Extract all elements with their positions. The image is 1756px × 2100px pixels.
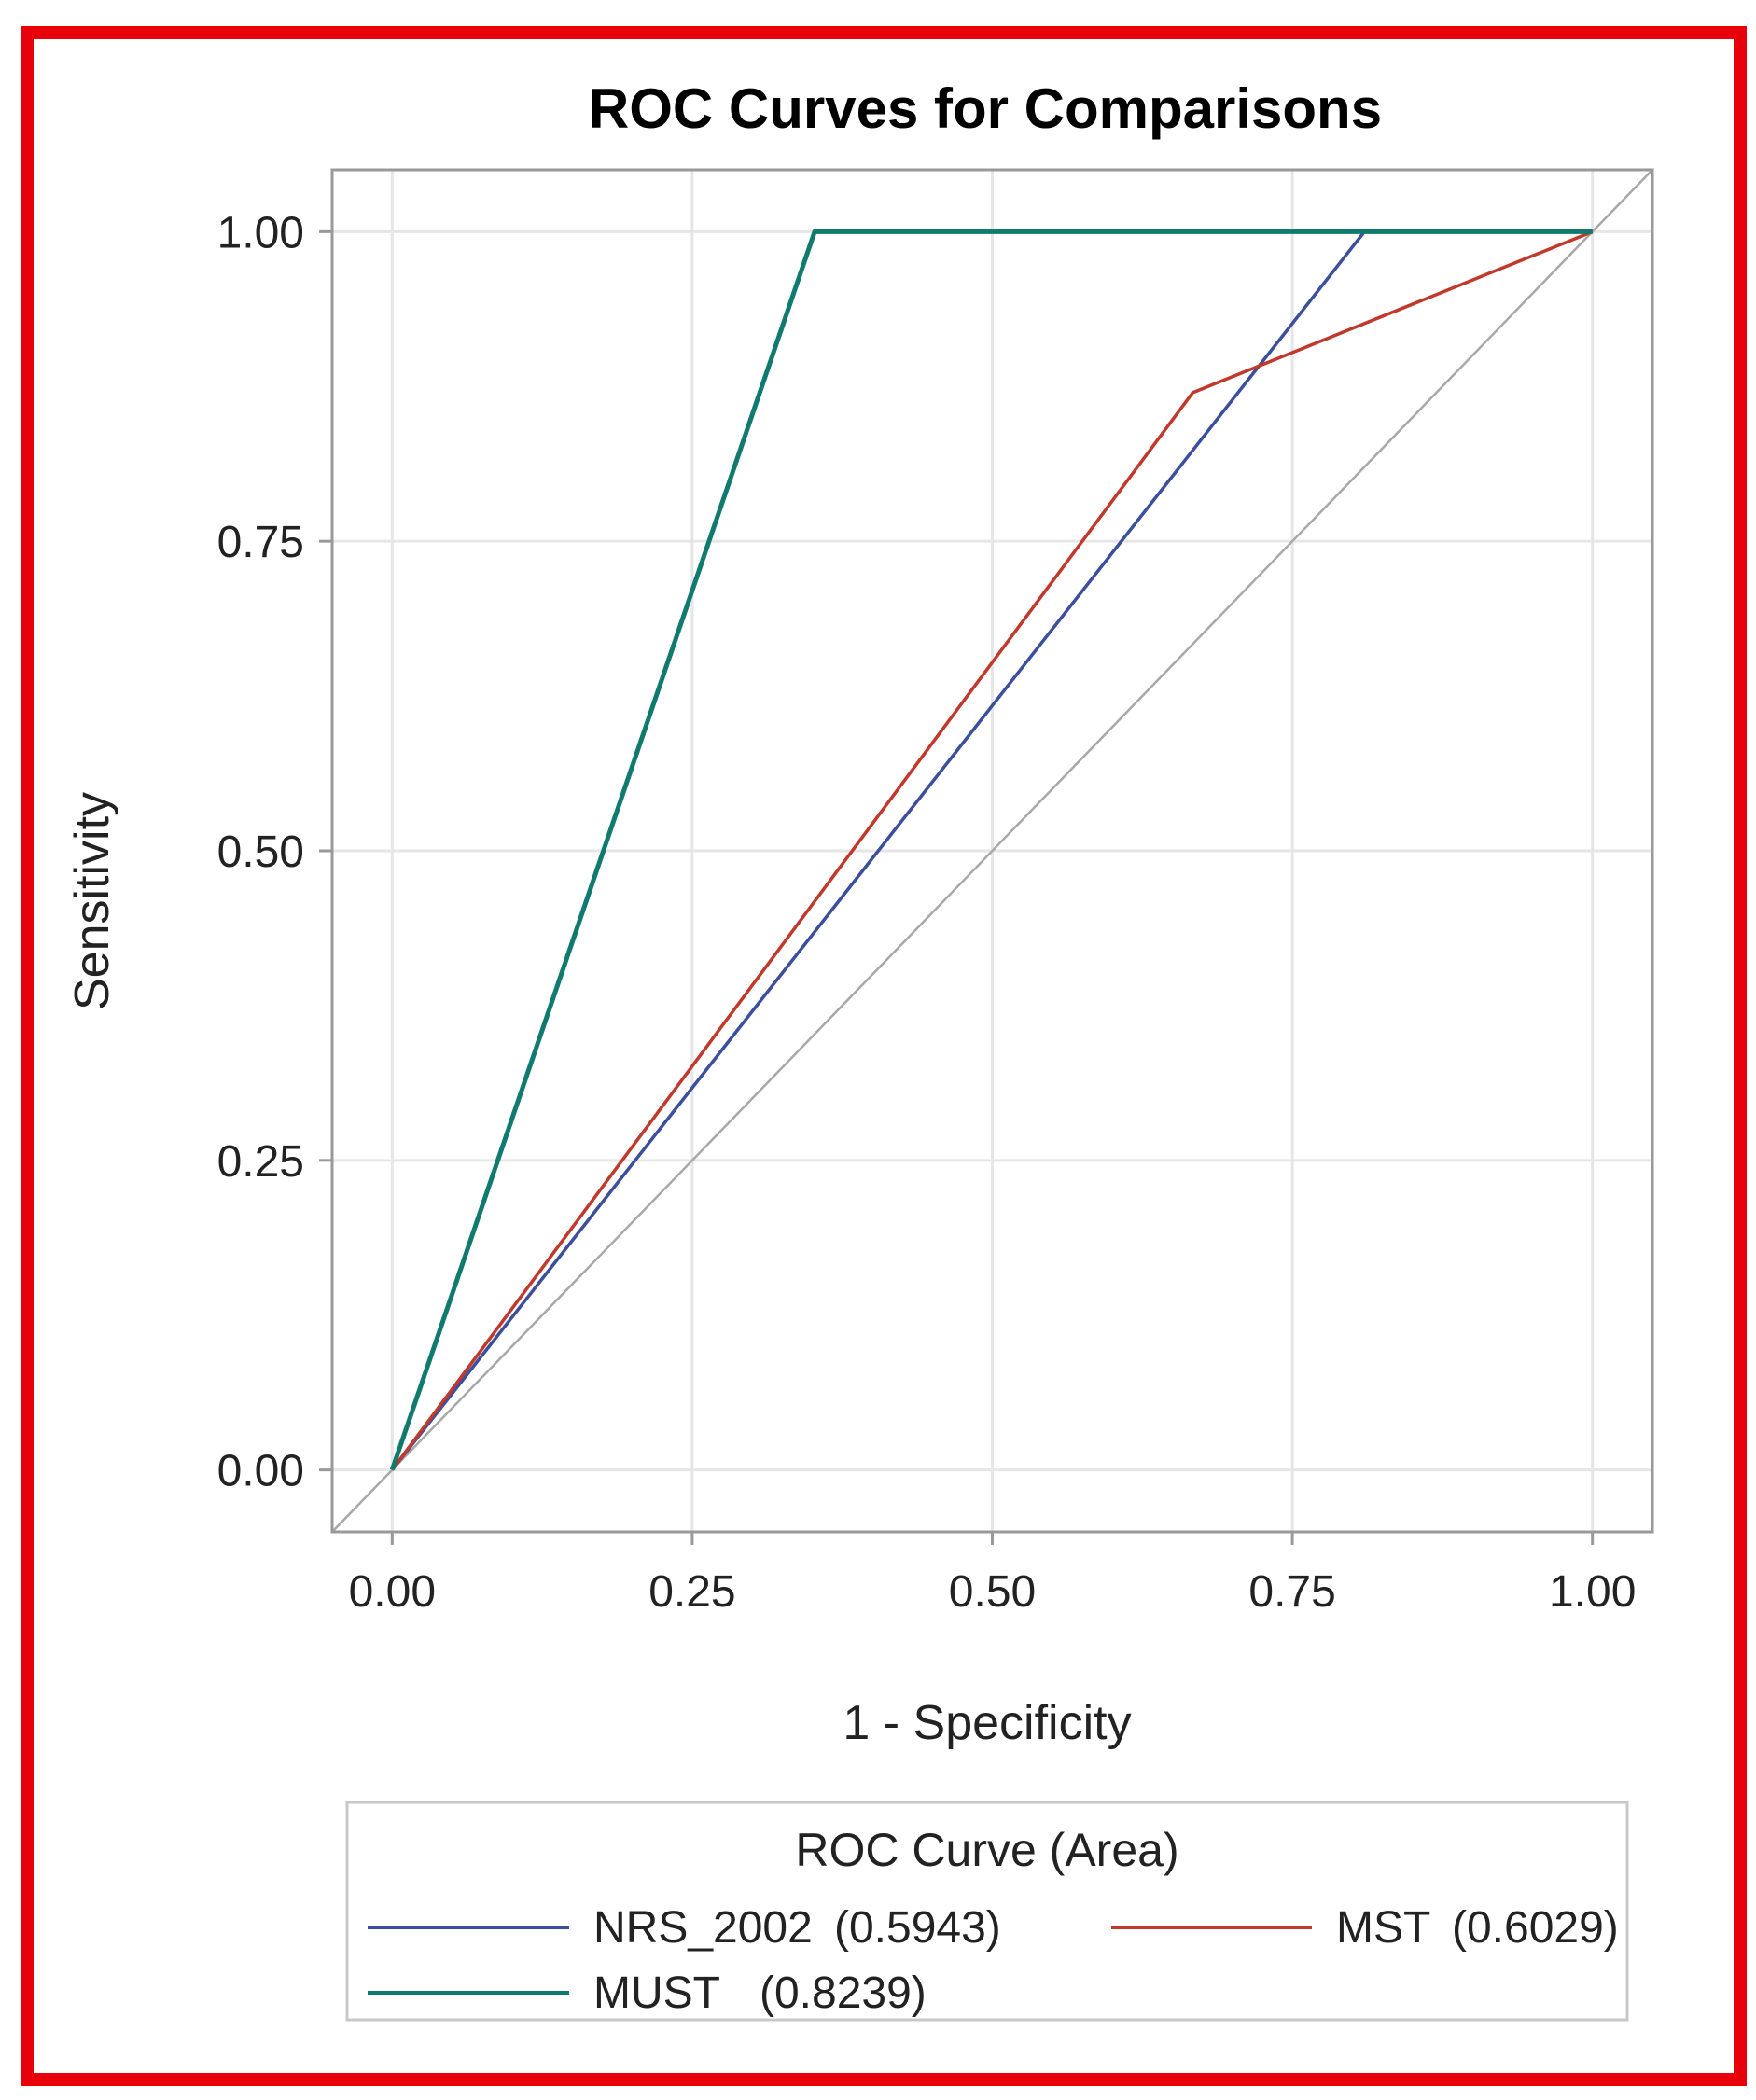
y-tick-label-2: 0.50 — [217, 827, 304, 877]
plot-area — [330, 168, 1654, 1534]
y-tick-label-3: 0.75 — [217, 518, 304, 567]
y-axis-label: Sensitivity — [65, 792, 119, 1010]
axis-ticks: 0.00 0.25 0.50 0.75 1.00 0.00 0.25 0.50 0.75 1.00 — [217, 208, 1637, 1617]
legend-box — [345, 1801, 1629, 2022]
x-tick-label-1: 0.25 — [648, 1567, 735, 1617]
legend-item-must: MUST (0.8239) — [368, 1968, 927, 2018]
x-tick-label-0: 0.00 — [349, 1567, 436, 1617]
legend-area-mst: (0.6029) — [1452, 1903, 1619, 1953]
legend-label-must: MUST — [593, 1968, 720, 2018]
legend-area-nrs-2002: (0.5943) — [834, 1903, 1001, 1953]
legend: ROC Curve (Area) NRS_2002 (0.5943) MST (… — [345, 1801, 1629, 2022]
series-line-mst — [390, 229, 1594, 1471]
x-tick-label-2: 0.50 — [949, 1567, 1036, 1617]
y-tick-label-1: 0.25 — [217, 1137, 304, 1187]
legend-title: ROC Curve (Area) — [795, 1824, 1178, 1876]
legend-area-must: (0.8239) — [760, 1968, 927, 2018]
legend-item-nrs-2002: NRS_2002 (0.5943) — [368, 1903, 1001, 1953]
roc-chart: ROC Curves for Comparisons 0.00 0.25 0.50 0… — [65, 77, 1654, 2022]
chart-title: ROC Curves for Comparisons — [589, 77, 1382, 140]
legend-label-nrs-2002: NRS_2002 — [593, 1903, 813, 1953]
legend-label-mst: MST — [1336, 1903, 1430, 1953]
x-tick-label-3: 0.75 — [1248, 1567, 1335, 1617]
x-axis-label: 1 - Specificity — [843, 1696, 1131, 1750]
chart-frame: ROC Curves for Comparisons 0.00 0.25 0.50 0… — [21, 26, 1747, 2086]
y-tick-label-4: 1.00 — [217, 208, 304, 257]
x-tick-label-4: 1.00 — [1549, 1567, 1636, 1617]
series-line-must — [389, 229, 1593, 1471]
reference-diagonal-line — [331, 169, 1653, 1533]
y-tick-label-0: 0.00 — [217, 1447, 304, 1496]
legend-item-mst: MST (0.6029) — [1111, 1903, 1619, 1953]
